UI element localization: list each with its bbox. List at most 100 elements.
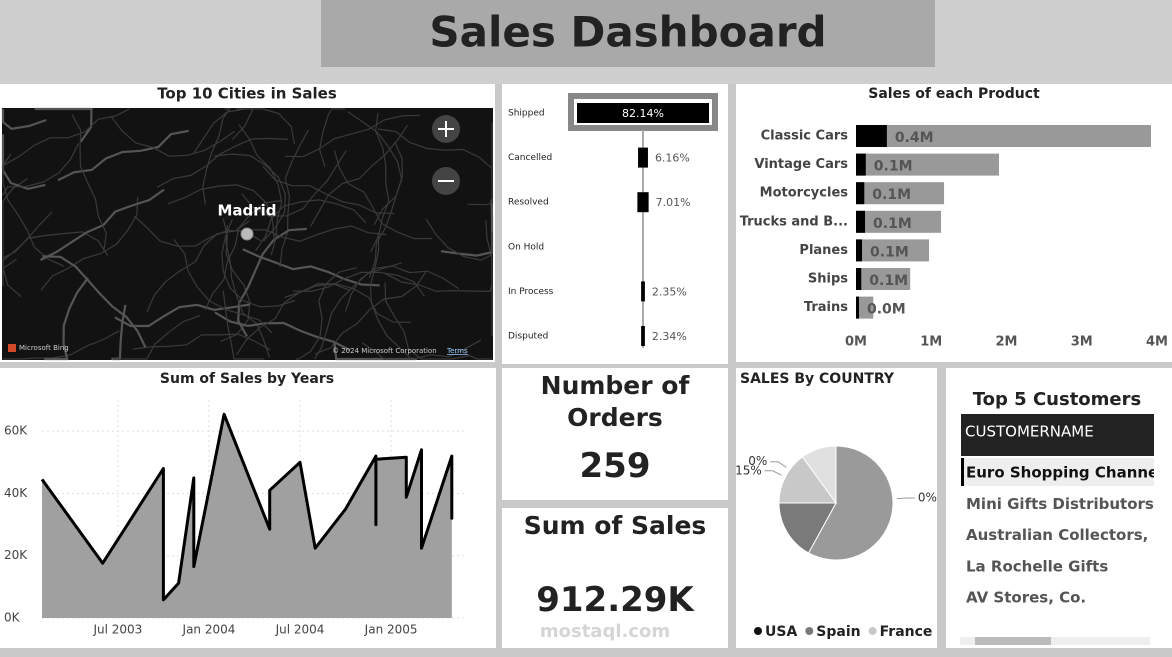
kpi-value: 912.29K — [536, 580, 694, 620]
bar — [856, 153, 999, 176]
data-label: 0.0M — [867, 302, 906, 318]
category-label: Planes — [799, 243, 848, 258]
bar — [856, 210, 942, 233]
road — [368, 141, 404, 279]
data-label: 0.4M — [895, 130, 934, 146]
city-marker[interactable] — [240, 227, 254, 241]
table-cell: Mini Gifts Distributors Ltd. — [966, 495, 1172, 513]
data-label: 0% — [918, 490, 937, 504]
line — [40, 412, 454, 602]
x-tick-label: Jan 2005 — [364, 623, 418, 637]
road — [2, 153, 65, 267]
y-tick-label: 20K — [4, 548, 28, 562]
road — [204, 199, 283, 311]
kpi-label: Sum of Sales — [523, 511, 707, 540]
funnel-bar — [577, 103, 709, 123]
panel — [502, 368, 728, 500]
y-tick-label: 40K — [4, 486, 28, 500]
map-roads — [1, 107, 494, 361]
road — [202, 108, 231, 205]
funnel-bar — [641, 281, 645, 302]
table-title: Top 5 Customers — [973, 389, 1141, 410]
legend-label: Spain — [816, 624, 860, 640]
road — [44, 277, 89, 361]
road — [225, 225, 271, 358]
scroll-thumb[interactable] — [975, 637, 1051, 645]
category-label: In Process — [508, 287, 554, 297]
road — [279, 129, 309, 268]
y-tick-label: 60K — [4, 424, 28, 438]
road — [293, 271, 425, 297]
watermark: mostaql.com — [540, 621, 670, 642]
map-title: Top 10 Cities in Sales — [157, 85, 337, 103]
legend-label: USA — [765, 624, 797, 640]
road — [237, 227, 307, 337]
funnel-bar — [641, 326, 645, 346]
legend-marker — [805, 627, 814, 635]
road — [425, 218, 493, 261]
data-label: 0.1M — [870, 244, 909, 260]
road — [2, 211, 53, 269]
leader-line — [764, 470, 782, 476]
road — [347, 111, 403, 226]
road — [40, 188, 165, 261]
road — [110, 116, 236, 157]
data-label: 0% — [748, 454, 767, 468]
kpi-card: Sum of Sales 912.29K — [502, 510, 728, 620]
road — [34, 107, 93, 143]
bar — [856, 296, 874, 319]
map-credit: Microsoft Bing — [19, 344, 69, 352]
data-label: 0.1M — [873, 216, 912, 232]
x-tick-label: 2M — [996, 335, 1018, 350]
category-label: Motorcycles — [760, 186, 849, 201]
category-label: Classic Cars — [761, 129, 849, 144]
road — [241, 150, 347, 217]
bar — [856, 296, 860, 319]
road — [220, 218, 251, 342]
road — [113, 314, 201, 360]
category-label: Cancelled — [508, 153, 552, 163]
funnel-bar — [637, 192, 649, 213]
data-label: 0.1M — [872, 187, 911, 203]
road — [262, 165, 395, 215]
x-tick-label: Jul 2003 — [92, 623, 142, 637]
legend-marker — [754, 627, 762, 635]
scrollbar[interactable] — [960, 637, 1150, 645]
road — [318, 108, 346, 167]
category-label: Shipped — [508, 109, 545, 119]
chart-title: Sum of Sales by Years — [160, 371, 334, 387]
x-tick-label: 3M — [1071, 335, 1093, 350]
area — [42, 414, 452, 618]
road — [173, 239, 273, 334]
map-terms[interactable]: Terms — [446, 347, 468, 355]
pie-slice — [778, 502, 837, 554]
x-tick-label: Jul 2004 — [275, 623, 325, 637]
kpi-value: 259 — [579, 446, 651, 486]
road — [2, 231, 109, 277]
dashboard-title: Sales Dashboard — [429, 8, 826, 57]
bar — [856, 182, 945, 205]
category-label: Trucks and B... — [740, 214, 848, 229]
category-label: Vintage Cars — [754, 157, 848, 172]
legend-marker — [868, 627, 877, 635]
road — [193, 108, 296, 154]
bar — [856, 210, 866, 233]
road — [114, 303, 251, 328]
table-cell: Australian Collectors, Co. — [966, 526, 1172, 544]
road — [310, 124, 408, 227]
category-label: Trains — [804, 300, 848, 315]
road — [295, 267, 357, 360]
road — [156, 137, 289, 188]
funnel-bar — [638, 147, 648, 168]
leader-line — [896, 497, 915, 500]
road — [3, 108, 130, 166]
road — [2, 178, 28, 298]
category-label: Disputed — [508, 332, 548, 342]
row-marker — [961, 458, 964, 486]
bar — [856, 268, 911, 290]
road — [167, 184, 275, 238]
chart-title: SALES By COUNTRY — [740, 371, 895, 387]
table-cell: Euro Shopping Channel — [966, 464, 1163, 482]
x-tick-label: 4M — [1146, 335, 1168, 350]
